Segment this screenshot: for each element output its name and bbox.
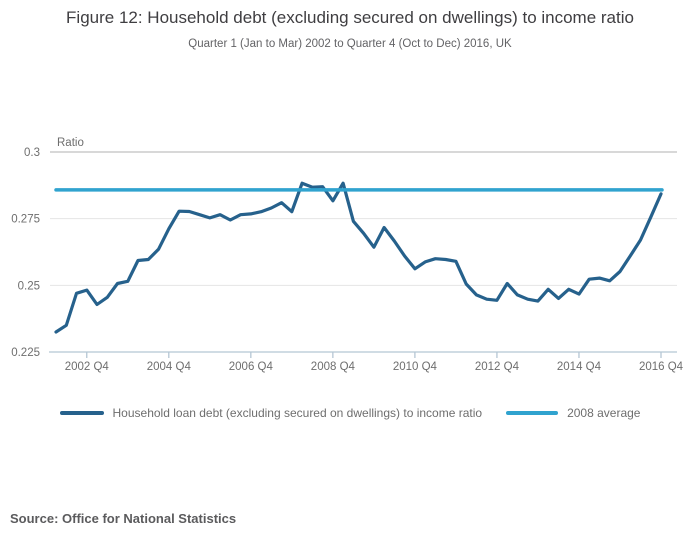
line-chart: 0.3 0.275 0.25 0.225 Ratio 2002 Q4 2004 Q4 2006… xyxy=(11,137,684,373)
legend-label-series: Household loan debt (excluding secured o… xyxy=(112,406,483,420)
chart-title: Figure 12: Household debt (excluding sec… xyxy=(66,8,634,27)
chart-subtitle: Quarter 1 (Jan to Mar) 2002 to Quarter 4… xyxy=(188,38,512,50)
x-axis-tick-label: 2008 Q4 xyxy=(311,361,356,373)
series-line-swatch xyxy=(59,411,104,415)
x-axis-tick-label: 2010 Q4 xyxy=(393,361,438,373)
y-axis-title: Ratio xyxy=(57,137,84,149)
source-attribution: Source: Office for National Statistics xyxy=(10,511,237,526)
x-axis-tick-label: 2006 Q4 xyxy=(229,361,274,373)
series-line xyxy=(54,181,663,334)
average-line-swatch xyxy=(506,411,559,415)
legend-item-series: Household loan debt (excluding secured o… xyxy=(59,406,483,420)
y-axis-tick-label: 0.3 xyxy=(24,147,40,159)
y-axis-tick-label: 0.225 xyxy=(11,347,40,359)
y-axis-tick-label: 0.25 xyxy=(18,280,40,292)
chart-plot-area: 0.3 0.275 0.25 0.225 Ratio 2002 Q4 2004 Q4 2006… xyxy=(0,128,700,382)
y-axis-tick-label: 0.275 xyxy=(11,214,40,226)
legend-item-average: 2008 average xyxy=(506,406,640,420)
x-axis-tick-label: 2016 Q4 xyxy=(639,361,684,373)
legend-label-average: 2008 average xyxy=(567,406,641,420)
x-axis-tick-label: 2012 Q4 xyxy=(475,361,520,373)
chart-legend: Household loan debt (excluding secured o… xyxy=(0,406,700,420)
x-axis-tick-label: 2004 Q4 xyxy=(147,361,192,373)
x-axis-tick-label: 2002 Q4 xyxy=(65,361,110,373)
x-axis-tick-label: 2014 Q4 xyxy=(557,361,602,373)
